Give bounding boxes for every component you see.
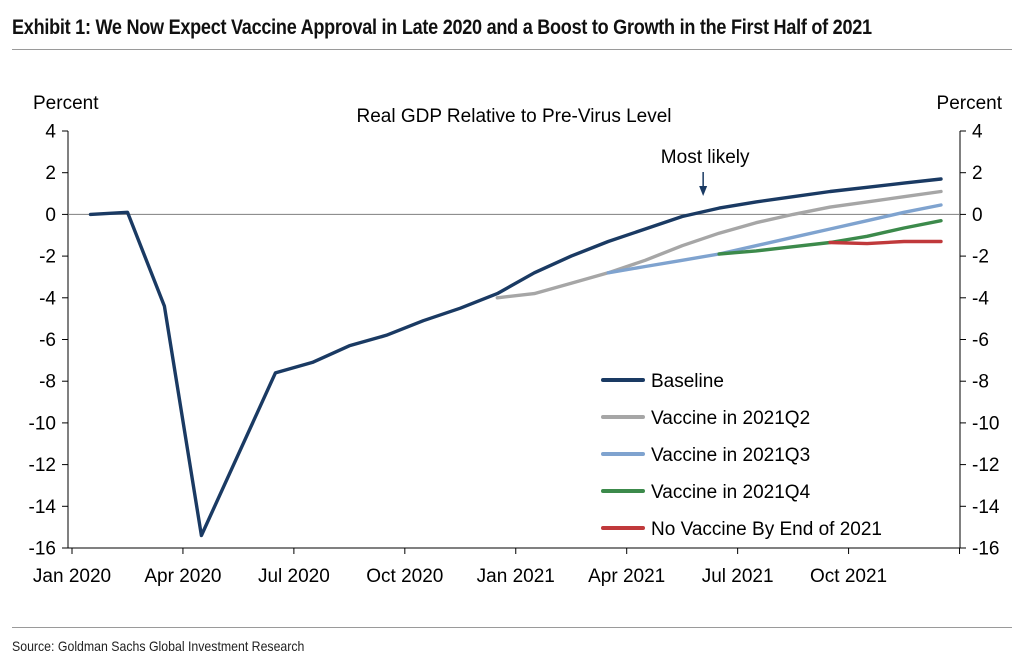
source-rule bbox=[12, 627, 1012, 628]
series-lines bbox=[88, 177, 943, 538]
series-line-1 bbox=[495, 189, 943, 300]
y-tick-label-right: 4 bbox=[972, 122, 983, 143]
y-tick-label-left: -4 bbox=[39, 288, 56, 309]
x-tick-label: Jul 2021 bbox=[702, 566, 774, 587]
y-tick-label-left: 4 bbox=[45, 122, 56, 143]
y-tick-label-right: -6 bbox=[972, 330, 989, 351]
y-tick-label-right: 2 bbox=[972, 163, 983, 184]
legend-label: Baseline bbox=[651, 371, 724, 392]
y-tick-label-left: -12 bbox=[29, 455, 56, 476]
x-tick-label: Oct 2020 bbox=[366, 566, 443, 587]
x-tick-label: Jan 2021 bbox=[477, 566, 555, 587]
chart-title: Real GDP Relative to Pre-Virus Level bbox=[356, 106, 671, 127]
y-tick-label-left: -16 bbox=[29, 539, 56, 560]
y-tick-label-right: 0 bbox=[972, 205, 983, 226]
x-tick-label: Apr 2021 bbox=[588, 566, 665, 587]
x-tick-label: Jan 2020 bbox=[33, 566, 111, 587]
y-tick-label-left: -2 bbox=[39, 247, 56, 268]
y-tick-label-left: 0 bbox=[45, 205, 56, 226]
series-line-2 bbox=[606, 203, 943, 275]
legend-label: Vaccine in 2021Q3 bbox=[651, 445, 810, 466]
x-tick-label: Apr 2020 bbox=[144, 566, 221, 587]
source-note: Source: Goldman Sachs Global Investment … bbox=[12, 638, 305, 654]
series-line-4 bbox=[828, 239, 943, 246]
legend-label: No Vaccine By End of 2021 bbox=[651, 519, 882, 540]
y-tick-label-right: -14 bbox=[972, 497, 1000, 518]
y-axis-label-left: Percent bbox=[33, 93, 99, 114]
chart-text: 4 4 2 2 0 0 -2 -2 -4 -4 -6 -6 -8 -8 -10 -10 -12 -12 -14 -14… bbox=[29, 93, 1003, 587]
exhibit-title: Exhibit 1: We Now Expect Vaccine Approva… bbox=[12, 16, 872, 39]
annotation-label: Most likely bbox=[661, 147, 750, 168]
legend-label: Vaccine in 2021Q4 bbox=[651, 482, 811, 503]
y-axis-label-right: Percent bbox=[937, 93, 1003, 114]
y-tick-label-left: -6 bbox=[39, 330, 56, 351]
y-tick-label-right: -12 bbox=[972, 455, 999, 476]
title-rule bbox=[12, 49, 1012, 50]
chart-frame bbox=[62, 130, 966, 554]
y-tick-label-right: -10 bbox=[972, 413, 999, 434]
legend: Baseline Vaccine in 2021Q2 Vaccine in 2021… bbox=[601, 371, 882, 540]
y-tick-label-right: -2 bbox=[972, 247, 989, 268]
x-tick-label: Jul 2020 bbox=[258, 566, 330, 587]
gdp-line-chart: 4 4 2 2 0 0 -2 -2 -4 -4 -6 -6 -8 -8 -10 -10 -12 -12 -14 -14… bbox=[29, 93, 1003, 587]
legend-label: Vaccine in 2021Q2 bbox=[651, 408, 810, 429]
x-tick-label: Oct 2021 bbox=[810, 566, 887, 587]
series-line-0 bbox=[88, 177, 943, 538]
y-tick-label-right: -8 bbox=[972, 372, 989, 393]
series-line-3 bbox=[717, 218, 943, 256]
annotation-arrow-head bbox=[699, 186, 708, 196]
y-tick-label-left: -8 bbox=[39, 372, 56, 393]
y-tick-label-right: -16 bbox=[972, 539, 999, 560]
y-tick-label-left: 2 bbox=[45, 163, 56, 184]
y-tick-label-right: -4 bbox=[972, 288, 989, 309]
y-tick-label-left: -10 bbox=[29, 413, 56, 434]
y-tick-label-left: -14 bbox=[29, 497, 57, 518]
